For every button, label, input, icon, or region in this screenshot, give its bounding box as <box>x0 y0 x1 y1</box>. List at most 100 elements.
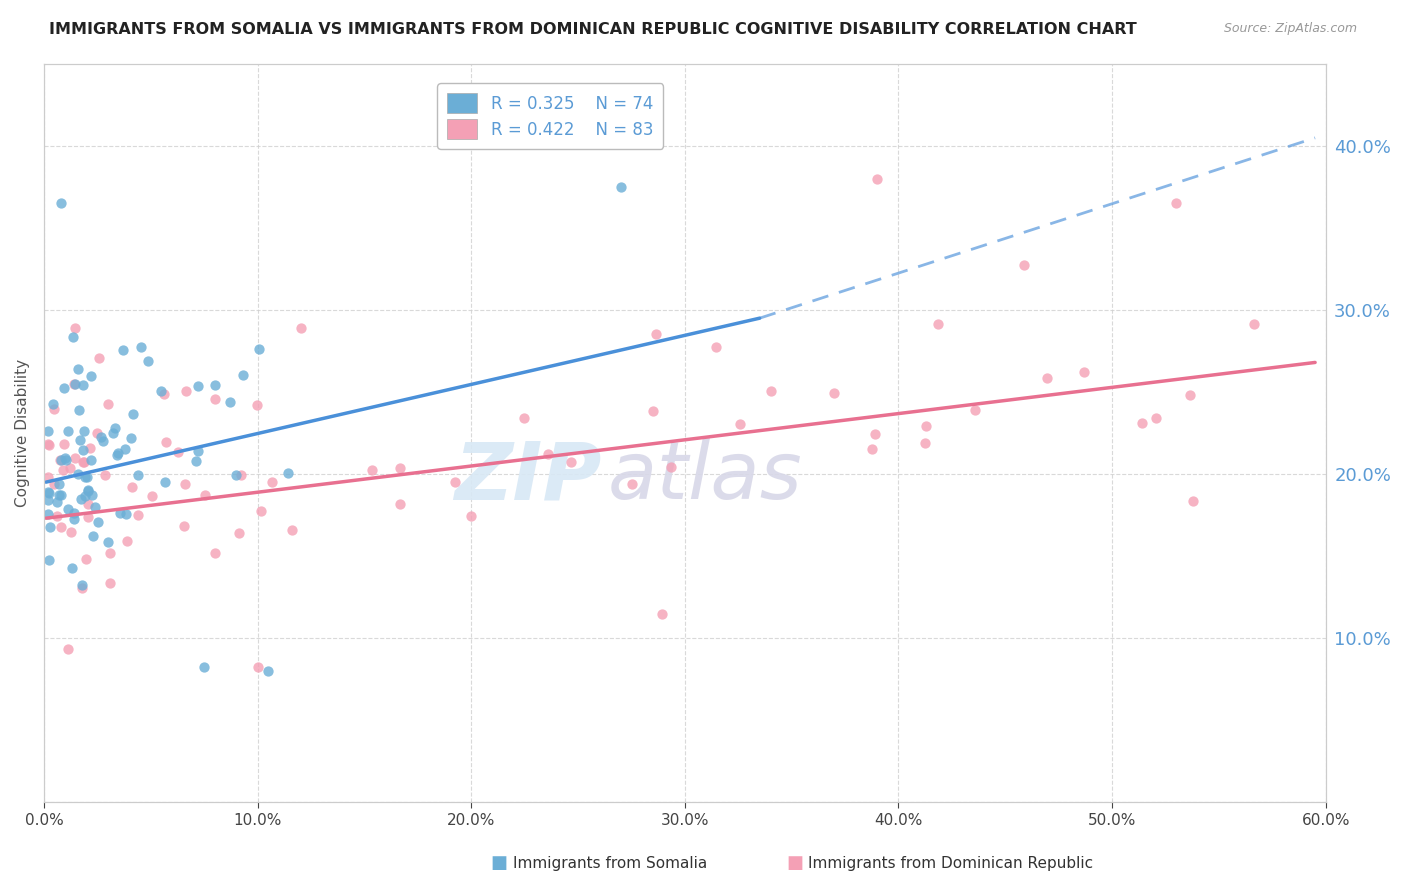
Point <box>73 425 96 439</box>
Point <box>49 452 72 467</box>
Point <box>153 475 176 490</box>
Point <box>644 327 666 342</box>
Point <box>193 660 215 674</box>
Point <box>141 489 163 503</box>
Point <box>75 469 97 483</box>
Text: ■: ■ <box>786 855 803 872</box>
Point <box>290 321 312 335</box>
Point <box>60 524 83 539</box>
Point <box>204 392 226 407</box>
Point <box>728 417 751 432</box>
Point <box>643 404 665 418</box>
Point <box>37 469 59 483</box>
Point <box>513 410 536 425</box>
Text: atlas: atlas <box>607 438 803 516</box>
Point <box>77 497 100 511</box>
Point <box>77 483 100 497</box>
Point <box>153 387 176 401</box>
Point <box>69 433 91 447</box>
Point <box>97 534 120 549</box>
Point <box>389 460 412 475</box>
Y-axis label: Cognitive Disability: Cognitive Disability <box>15 359 30 507</box>
Point <box>218 395 240 409</box>
Point <box>72 578 94 592</box>
Point <box>651 607 673 621</box>
Point <box>45 509 67 524</box>
Point <box>98 546 121 560</box>
Point <box>860 442 883 456</box>
Point <box>114 442 136 456</box>
Point <box>250 504 273 518</box>
Point <box>1178 388 1201 402</box>
Point <box>121 480 143 494</box>
Point <box>39 519 62 533</box>
Point <box>107 446 129 460</box>
Point <box>537 447 560 461</box>
Point <box>42 401 65 416</box>
Point <box>63 376 86 391</box>
Point <box>166 445 188 459</box>
Point <box>38 485 60 500</box>
Point <box>173 476 195 491</box>
Point <box>63 376 86 391</box>
Point <box>914 436 936 450</box>
Point <box>67 362 90 376</box>
Point <box>80 488 103 502</box>
Point <box>45 494 67 508</box>
Point <box>49 196 72 211</box>
Point <box>97 397 120 411</box>
Text: Immigrants from Dominican Republic: Immigrants from Dominican Republic <box>808 856 1094 871</box>
Point <box>1243 317 1265 331</box>
Point <box>53 436 76 450</box>
Point <box>101 425 124 440</box>
Point <box>75 552 97 566</box>
Point <box>77 483 100 498</box>
Point <box>59 461 82 475</box>
Point <box>72 378 94 392</box>
Point <box>52 381 75 395</box>
Point <box>121 407 143 421</box>
Point <box>37 507 59 521</box>
Point <box>228 525 250 540</box>
Point <box>80 452 103 467</box>
Point <box>127 468 149 483</box>
Point <box>67 467 90 482</box>
Point <box>42 476 65 491</box>
Text: Source: ZipAtlas.com: Source: ZipAtlas.com <box>1223 22 1357 36</box>
Point <box>1182 494 1205 508</box>
Point <box>42 397 65 411</box>
Point <box>204 546 226 560</box>
Point <box>38 438 60 452</box>
Point <box>187 443 209 458</box>
Point <box>98 576 121 591</box>
Point <box>444 475 467 490</box>
Point <box>49 487 72 501</box>
Point <box>388 498 411 512</box>
Point <box>260 475 283 489</box>
Point <box>704 340 727 354</box>
Point <box>460 509 482 524</box>
Point <box>73 489 96 503</box>
Point <box>560 455 582 469</box>
Text: Immigrants from Somalia: Immigrants from Somalia <box>513 856 707 871</box>
Point <box>37 484 59 499</box>
Point <box>1130 416 1153 430</box>
Point <box>246 398 269 412</box>
Point <box>37 493 59 508</box>
Point <box>187 379 209 393</box>
Point <box>87 516 110 530</box>
Point <box>48 452 70 467</box>
Point <box>659 459 682 474</box>
Point <box>63 320 86 334</box>
Point <box>1166 196 1188 211</box>
Point <box>149 384 172 399</box>
Point <box>62 512 84 526</box>
Point <box>184 454 207 468</box>
Point <box>90 430 112 444</box>
Point <box>80 368 103 383</box>
Point <box>72 454 94 468</box>
Point <box>194 488 217 502</box>
Point <box>609 180 631 194</box>
Point <box>105 448 128 462</box>
Point <box>915 418 938 433</box>
